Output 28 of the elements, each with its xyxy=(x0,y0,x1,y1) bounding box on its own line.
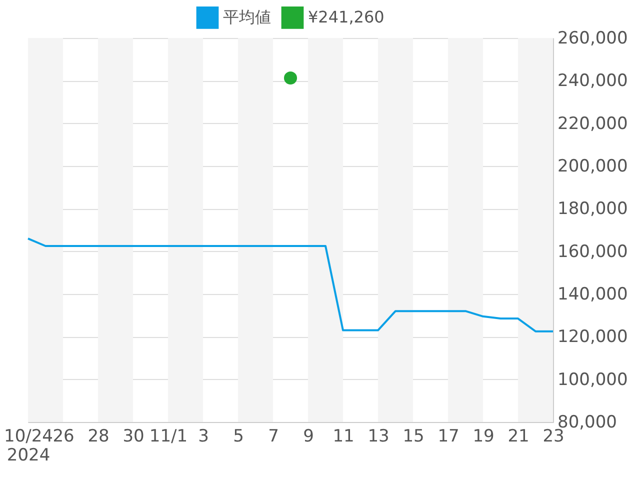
x-tick-label: 11/1 xyxy=(149,426,188,446)
x-tick-label: 30 xyxy=(122,426,144,446)
y-tick-label: 160,000 xyxy=(558,242,628,262)
x-tick-label: 3 xyxy=(198,426,209,446)
y-tick-label: 120,000 xyxy=(558,327,628,348)
x-tick-label: 23 xyxy=(542,426,564,446)
x-tick-label: 5 xyxy=(233,426,244,446)
x-tick-label: 26 xyxy=(52,426,74,446)
x-tick-label: 9 xyxy=(303,426,314,446)
y-tick-label: 180,000 xyxy=(558,199,628,220)
x-tick-label: 11 xyxy=(332,426,354,446)
y-tick-label: 100,000 xyxy=(558,370,628,390)
x-tick-label: 28 xyxy=(88,426,110,446)
y-tick-label: 220,000 xyxy=(558,114,628,134)
legend-label: ¥241,260 xyxy=(308,8,384,27)
x-tick-label: 7 xyxy=(268,426,279,446)
x-tick-label: 13 xyxy=(368,426,390,446)
x-tick-label: 10/24 2024 xyxy=(4,426,53,466)
y-tick-label: 140,000 xyxy=(558,284,628,304)
y-tick-label: 200,000 xyxy=(558,156,628,176)
x-tick-label: 21 xyxy=(508,426,530,446)
legend-label: 平均値 xyxy=(223,8,271,27)
y-tick-label: 240,000 xyxy=(558,71,628,92)
x-tick-label: 15 xyxy=(402,426,424,446)
line-series xyxy=(27,238,554,332)
x-tick-label: 19 xyxy=(472,426,494,446)
y-tick-label: 260,000 xyxy=(558,28,628,48)
x-tick-label: 17 xyxy=(438,426,460,446)
